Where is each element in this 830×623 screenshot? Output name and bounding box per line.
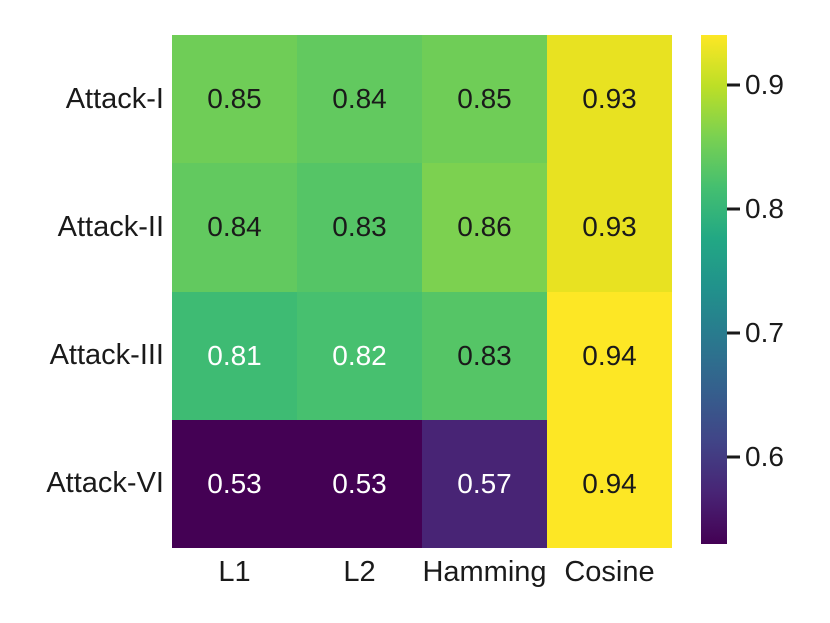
- colorbar-tick-mark: [727, 207, 740, 211]
- heatmap-cell: 0.57: [422, 419, 547, 548]
- heatmap-cell: 0.53: [297, 419, 422, 548]
- column-axis-labels: L1 L2 Hamming Cosine: [172, 552, 672, 592]
- column-label: L1: [218, 555, 251, 588]
- heatmap-cell: 0.85: [172, 35, 297, 164]
- column-label: Cosine: [564, 555, 655, 588]
- cell-value: 0.53: [207, 467, 262, 499]
- row-label: Attack-I: [65, 82, 164, 115]
- colorbar-tick-label: 0.6: [745, 441, 784, 473]
- cell-value: 0.57: [457, 467, 512, 499]
- colorbar-tick-label: 0.7: [745, 316, 784, 348]
- cell-value: 0.82: [332, 339, 387, 371]
- cell-value: 0.93: [582, 211, 637, 243]
- heatmap-cell: 0.84: [297, 35, 422, 164]
- heatmap-cell: 0.85: [422, 35, 547, 164]
- cell-value: 0.94: [582, 339, 637, 371]
- cell-value: 0.84: [207, 211, 262, 243]
- colorbar-tick-mark: [727, 455, 740, 459]
- heatmap: 0.85 0.84 0.85 0.93 0.84 0.83 0.86 0.93 0.81 0.82…: [172, 35, 672, 548]
- row-label: Attack-II: [57, 210, 164, 243]
- cell-value: 0.93: [582, 83, 637, 115]
- colorbar-ticks: 0.9 0.8 0.7 0.6: [727, 35, 827, 544]
- cell-value: 0.53: [332, 467, 387, 499]
- heatmap-cell: 0.86: [422, 163, 547, 292]
- cell-value: 0.83: [457, 339, 512, 371]
- heatmap-cell: 0.81: [172, 291, 297, 420]
- colorbar-tick-mark: [727, 83, 740, 87]
- row-label: Attack-VI: [46, 467, 164, 500]
- heatmap-cell: 0.94: [547, 419, 672, 548]
- heatmap-cell: 0.84: [172, 163, 297, 292]
- heatmap-cell: 0.94: [547, 291, 672, 420]
- heatmap-cell: 0.93: [547, 35, 672, 164]
- heatmap-cell: 0.83: [422, 291, 547, 420]
- heatmap-cell: 0.93: [547, 163, 672, 292]
- row-axis-labels: Attack-I Attack-II Attack-III Attack-VI: [0, 35, 164, 548]
- colorbar-tick-label: 0.9: [745, 68, 784, 100]
- cell-value: 0.85: [457, 83, 512, 115]
- cell-value: 0.94: [582, 467, 637, 499]
- colorbar: [701, 35, 727, 544]
- cell-value: 0.84: [332, 83, 387, 115]
- heatmap-cell: 0.83: [297, 163, 422, 292]
- cell-value: 0.86: [457, 211, 512, 243]
- column-label: Hamming: [422, 555, 547, 588]
- row-label: Attack-III: [49, 339, 164, 372]
- cell-value: 0.81: [207, 339, 262, 371]
- colorbar-tick-label: 0.8: [745, 192, 784, 224]
- heatmap-cell: 0.53: [172, 419, 297, 548]
- colorbar-tick-mark: [727, 331, 740, 335]
- cell-value: 0.85: [207, 83, 262, 115]
- heatmap-cell: 0.82: [297, 291, 422, 420]
- cell-value: 0.83: [332, 211, 387, 243]
- column-label: L2: [343, 555, 376, 588]
